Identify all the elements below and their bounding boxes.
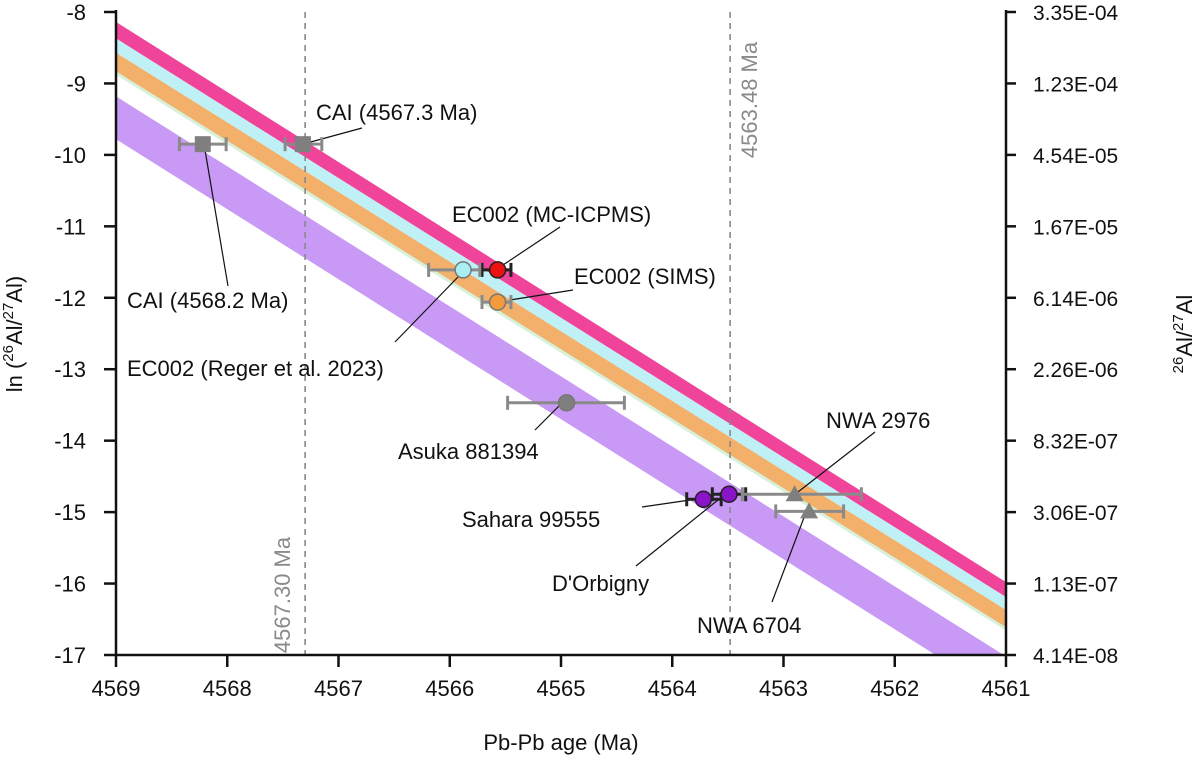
annotations: CAI (4568.2 Ma) CAI (4567.3 Ma) EC002 (MC-… [127, 100, 930, 638]
y2-tick-label: 4.14E-08 [1033, 645, 1118, 668]
data-point [480, 261, 513, 279]
band-2 [116, 52, 1006, 628]
band-0 [116, 22, 1006, 598]
point-label: Sahara 99555 [462, 507, 600, 532]
data-point [480, 293, 513, 311]
y2-tick-label: 1.13E-07 [1033, 574, 1118, 597]
x-tick-label: 4566 [425, 676, 474, 701]
x-tick-label: 4561 [982, 676, 1031, 701]
point-label: CAI (4568.2 Ma) [127, 288, 288, 313]
x-tick-label: 4562 [870, 676, 919, 701]
reference-line-label: 4567.30 Ma [270, 536, 295, 653]
y-tick-label: -16 [54, 572, 86, 597]
triangle-marker [800, 502, 819, 519]
x-axis-label: Pb-Pb age (Ma) [483, 730, 638, 755]
x-tick-label: 4568 [203, 676, 252, 701]
data-points [177, 136, 863, 519]
y2-tick-label: 2.26E-06 [1033, 359, 1118, 382]
data-point [177, 136, 228, 153]
y2-tick-label: 1.67E-05 [1033, 216, 1118, 239]
point-label: EC002 (Reger et al. 2023) [127, 356, 384, 381]
isochron-bands [116, 22, 1006, 655]
data-point [740, 485, 863, 502]
leader-line [797, 431, 876, 493]
point-label: Asuka 881394 [398, 439, 539, 464]
y2-axis-label: 26Al/27Al [1170, 295, 1197, 374]
point-label: NWA 2976 [826, 408, 930, 433]
reference-lines: 4567.30 Ma 4563.48 Ma [270, 12, 762, 655]
band-3 [116, 96, 1004, 655]
circle-marker [694, 490, 713, 509]
annotation-leaders [204, 127, 876, 603]
circle-marker [488, 293, 507, 311]
y2-tick-label: 6.14E-06 [1033, 288, 1118, 311]
x-tick-label: 4569 [92, 676, 141, 701]
band-edge [116, 71, 1006, 631]
point-label: D'Orbigny [552, 571, 649, 596]
y-axis-label: ln (26Al/27Al) [0, 276, 27, 393]
point-label: NWA 6704 [697, 613, 801, 638]
y-tick-label: -14 [54, 429, 86, 454]
y2-tick-label: 8.32E-07 [1033, 431, 1118, 454]
leader-line [771, 506, 809, 603]
data-point [427, 261, 482, 279]
leader-line [635, 499, 719, 567]
circle-marker [454, 261, 472, 279]
data-point [283, 136, 324, 153]
y-tick-label: -13 [54, 357, 86, 382]
y-tick-label: -9 [66, 71, 86, 96]
band-1 [116, 38, 1006, 610]
x-tick-label: 4565 [537, 676, 586, 701]
y-tick-label: -10 [54, 143, 86, 168]
y-tick-label: -12 [54, 286, 86, 311]
data-point [506, 394, 626, 412]
x-tick-label: 4563 [759, 676, 808, 701]
point-label: EC002 (SIMS) [574, 264, 716, 289]
y-tick-label: -11 [56, 214, 86, 239]
x-tick-label: 4564 [648, 676, 697, 701]
point-label: CAI (4567.3 Ma) [316, 100, 477, 125]
leader-line [502, 226, 561, 266]
y-tick-label: -17 [54, 643, 86, 668]
leader-line [306, 127, 363, 144]
reference-line-label: 4563.48 Ma [737, 41, 762, 158]
circle-marker [720, 485, 738, 503]
leader-line [394, 276, 459, 343]
point-label: EC002 (MC-ICPMS) [452, 202, 651, 227]
y2-tick-label: 1.23E-04 [1033, 73, 1119, 96]
circle-marker [557, 394, 576, 412]
y2-tick-label: 4.54E-05 [1033, 145, 1118, 168]
data-point [685, 490, 723, 509]
y-tick-label: -8 [66, 0, 86, 25]
leader-line [509, 289, 574, 301]
axes: 4569 4568 4567 4566 4565 4564 4563 4562 4561 -8 -9… [54, 0, 1118, 701]
data-point [774, 502, 846, 519]
square-marker [294, 136, 311, 153]
y2-tick-label: 3.06E-07 [1033, 502, 1118, 525]
leader-line [641, 499, 691, 508]
square-marker [194, 136, 211, 153]
x-tick-label: 4567 [314, 676, 363, 701]
data-point [710, 485, 748, 503]
y2-tick-label: 3.35E-04 [1033, 2, 1119, 25]
leader-line [204, 149, 229, 287]
circle-marker [488, 261, 507, 279]
triangle-marker [785, 485, 804, 502]
y-tick-label: -15 [54, 500, 86, 525]
